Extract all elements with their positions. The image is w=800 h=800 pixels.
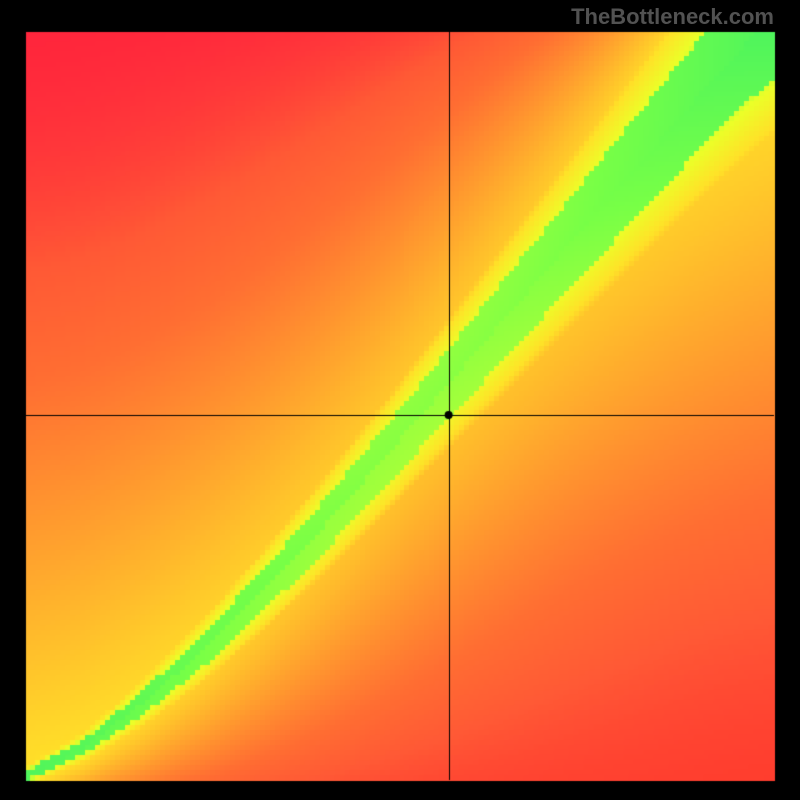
source-watermark: TheBottleneck.com [571,4,774,30]
chart-container: TheBottleneck.com [0,0,800,800]
bottleneck-heatmap [0,0,800,800]
